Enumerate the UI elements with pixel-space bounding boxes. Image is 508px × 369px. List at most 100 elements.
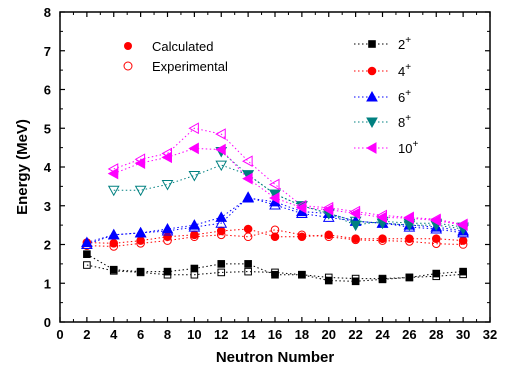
marker-4plus-experimental [270, 225, 280, 235]
y-axis-label: Energy (MeV) [14, 119, 31, 215]
marker-6plus-experimental [296, 207, 308, 218]
legend-label-8plus: 8+ [398, 113, 411, 130]
marker-2plus-calculated [244, 260, 252, 268]
marker-4plus-calculated [190, 230, 199, 240]
legend-states: 2+ 4+ 6+ 8+ 10+ [354, 35, 418, 156]
marker-10plus-experimental [349, 205, 361, 218]
series-line-6plus-experimental [86, 196, 464, 245]
marker-2plus-experimental [432, 272, 441, 281]
marker-10plus-experimental [188, 122, 199, 135]
marker-8plus-experimental [107, 185, 120, 197]
marker-10plus-experimental [376, 209, 387, 222]
marker-8plus-experimental [188, 171, 201, 182]
marker-8plus-experimental [134, 185, 147, 197]
marker-8plus-experimental [349, 216, 362, 228]
marker-6plus-experimental [81, 238, 93, 249]
marker-2plus-experimental [83, 261, 91, 269]
marker-4plus-experimental [351, 235, 360, 245]
x-tick-label: 2 [83, 327, 90, 342]
marker-10plus-experimental [215, 128, 226, 140]
legend-experimental-label: Experimental [152, 59, 228, 74]
marker-6plus-experimental [215, 217, 228, 228]
marker-10plus-experimental [403, 211, 414, 224]
marker-10plus-experimental [322, 201, 334, 214]
x-tick-label: 0 [56, 327, 63, 342]
x-tick-label: 18 [295, 327, 309, 342]
marker-2plus-calculated [432, 269, 441, 278]
x-tick-label: 26 [402, 327, 416, 342]
marker-6plus-experimental [107, 228, 120, 240]
legend-experimental-marker [123, 61, 133, 71]
marker-10plus-calculated [268, 192, 280, 204]
marker-4plus-experimental [109, 242, 119, 251]
y-tick-label: 2 [44, 238, 51, 253]
marker-2plus-calculated [217, 260, 226, 268]
axis-ticks [59, 11, 491, 323]
marker-4plus-experimental [163, 236, 172, 245]
marker-2plus-experimental [459, 270, 467, 279]
x-tick-label: 28 [429, 327, 443, 342]
marker-10plus-experimental [242, 155, 253, 168]
y-tick-label: 1 [44, 276, 51, 291]
x-tick-label: 12 [214, 327, 228, 342]
legend-label-4plus: 4+ [398, 62, 411, 79]
marker-10plus-experimental [430, 213, 441, 226]
x-tick-label: 22 [348, 327, 362, 342]
legend-marker-10plus [365, 142, 377, 154]
x-tick-label: 4 [110, 327, 118, 342]
marker-6plus-experimental [322, 211, 335, 222]
marker-2plus-experimental [351, 274, 360, 283]
marker-4plus-experimental [297, 230, 307, 240]
marker-4plus-experimental [405, 237, 414, 246]
marker-6plus-experimental [188, 221, 201, 232]
legend-label-2plus: 2+ [398, 35, 411, 52]
x-tick-label: 8 [164, 327, 171, 342]
marker-2plus-calculated [83, 250, 91, 258]
marker-4plus-calculated [324, 230, 334, 240]
marker-4plus-experimental [243, 232, 253, 242]
y-tick-label: 5 [44, 121, 51, 136]
marker-4plus-experimental [431, 239, 441, 249]
marker-2plus-experimental [163, 270, 172, 279]
marker-10plus-calculated [188, 142, 199, 155]
data-markers [81, 122, 469, 286]
marker-2plus-experimental [109, 267, 118, 275]
marker-2plus-calculated [190, 264, 199, 273]
legend-label-10plus: 10+ [398, 139, 418, 156]
marker-2plus-experimental [136, 268, 145, 277]
marker-10plus-experimental [161, 147, 172, 160]
marker-4plus-experimental [216, 230, 226, 240]
marker-4plus-experimental [378, 236, 387, 245]
marker-2plus-calculated [271, 270, 279, 279]
legend-marker-6plus [366, 90, 378, 102]
x-tick-label: 32 [483, 327, 497, 342]
marker-10plus-experimental [134, 153, 146, 166]
legend-calculated-label: Calculated [152, 39, 213, 54]
marker-4plus-experimental [458, 240, 468, 249]
marker-2plus-calculated [298, 270, 306, 279]
marker-10plus-calculated [242, 172, 253, 185]
marker-8plus-experimental [161, 179, 174, 191]
marker-10plus-experimental [295, 199, 307, 212]
marker-2plus-experimental [378, 274, 387, 283]
marker-4plus-experimental [324, 232, 334, 242]
x-tick-label: 30 [456, 327, 470, 342]
x-tick-label: 20 [322, 327, 336, 342]
marker-4plus-calculated [243, 224, 253, 234]
marker-6plus-experimental [457, 226, 469, 238]
marker-4plus-experimental [136, 239, 145, 248]
marker-6plus-experimental [134, 226, 147, 238]
y-tick-label: 0 [44, 315, 51, 330]
marker-4plus-calculated [405, 234, 414, 243]
series-line-2plus-calculated [86, 253, 464, 282]
marker-6plus-experimental [269, 198, 281, 210]
marker-10plus-experimental [457, 218, 468, 231]
marker-4plus-calculated [109, 239, 119, 248]
marker-4plus-calculated [297, 232, 307, 242]
x-tick-label: 16 [268, 327, 282, 342]
marker-2plus-experimental [405, 273, 414, 282]
marker-2plus-experimental [271, 268, 279, 277]
